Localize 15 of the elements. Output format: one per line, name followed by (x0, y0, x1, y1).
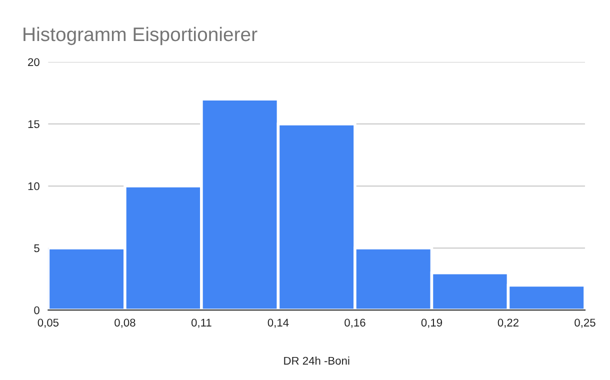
y-tick-label: 0 (34, 306, 40, 314)
x-tick-label: 0,22 (498, 318, 518, 328)
x-tick-label: 0,05 (38, 318, 59, 328)
y-tick-label: 5 (34, 244, 40, 252)
x-tick-label: 0,14 (268, 318, 289, 328)
x-tick-label: 0,19 (421, 318, 442, 328)
x-tick-label: 0,25 (574, 318, 596, 328)
chart-title: Histogramm Eisportionierer (24, 26, 258, 46)
y-tick-label: 15 (28, 120, 40, 128)
x-tick-label: 0,08 (114, 318, 136, 328)
y-tick-label: 20 (28, 58, 40, 66)
x-tick-label: 0,16 (344, 318, 366, 328)
x-axis-title: DR 24h -Boni (284, 356, 350, 365)
y-tick-label: 10 (28, 182, 40, 190)
x-tick-label: 0,11 (191, 318, 212, 328)
